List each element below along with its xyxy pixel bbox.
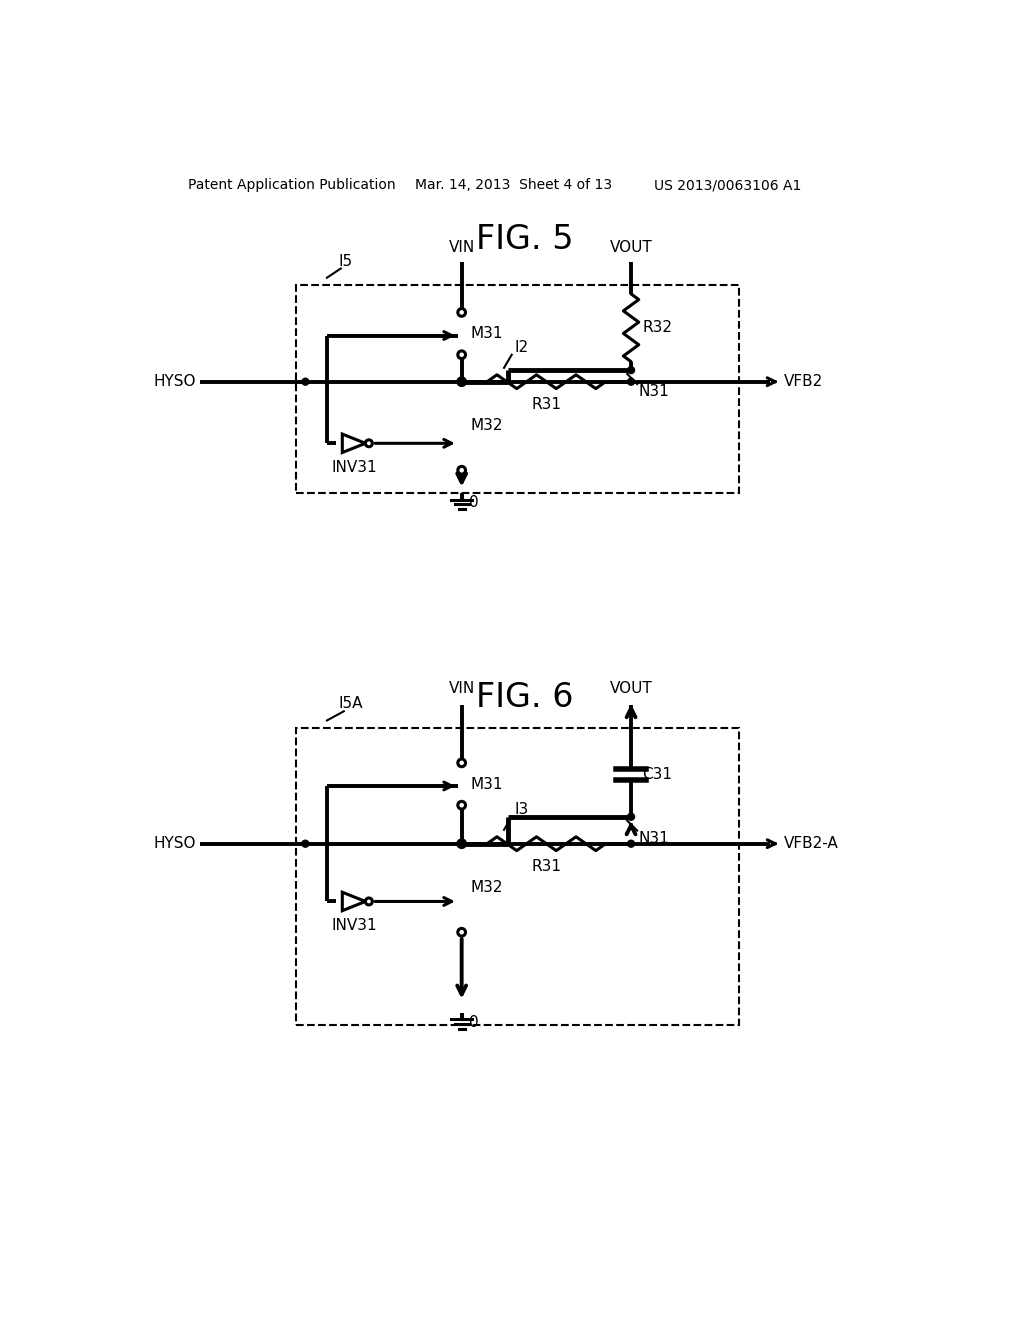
- Text: N31: N31: [639, 384, 670, 399]
- Circle shape: [458, 759, 466, 767]
- Circle shape: [628, 841, 635, 847]
- Text: I5: I5: [339, 253, 352, 268]
- Circle shape: [458, 801, 466, 809]
- Text: VOUT: VOUT: [609, 240, 652, 255]
- Circle shape: [458, 840, 466, 847]
- Text: FIG. 5: FIG. 5: [476, 223, 573, 256]
- Circle shape: [302, 379, 309, 385]
- Circle shape: [458, 379, 465, 385]
- Text: INV31: INV31: [331, 919, 377, 933]
- Text: R31: R31: [531, 859, 561, 874]
- Text: Patent Application Publication: Patent Application Publication: [188, 178, 396, 193]
- Text: VFB2-A: VFB2-A: [783, 836, 839, 851]
- Circle shape: [458, 378, 466, 385]
- Circle shape: [458, 841, 465, 847]
- Text: M31: M31: [471, 776, 504, 792]
- Text: 0: 0: [469, 495, 479, 510]
- Text: VIN: VIN: [449, 681, 475, 696]
- Text: Mar. 14, 2013  Sheet 4 of 13: Mar. 14, 2013 Sheet 4 of 13: [416, 178, 612, 193]
- Text: M32: M32: [471, 418, 504, 433]
- Circle shape: [628, 367, 635, 374]
- Circle shape: [458, 351, 466, 359]
- Circle shape: [458, 841, 465, 847]
- Circle shape: [366, 898, 373, 906]
- Text: R32: R32: [643, 321, 673, 335]
- Circle shape: [628, 379, 635, 385]
- Text: INV31: INV31: [331, 461, 377, 475]
- Text: I5A: I5A: [339, 696, 362, 711]
- Text: HYSO: HYSO: [154, 836, 196, 851]
- Circle shape: [366, 440, 373, 446]
- Text: R31: R31: [531, 397, 561, 412]
- Text: US 2013/0063106 A1: US 2013/0063106 A1: [654, 178, 802, 193]
- Text: N31: N31: [639, 830, 670, 846]
- Text: FIG. 6: FIG. 6: [476, 681, 573, 714]
- Circle shape: [628, 813, 635, 820]
- Text: I3: I3: [514, 801, 528, 817]
- Circle shape: [302, 841, 309, 847]
- Text: VIN: VIN: [449, 240, 475, 255]
- Text: M32: M32: [471, 880, 504, 895]
- Circle shape: [458, 379, 465, 385]
- Text: C31: C31: [643, 767, 673, 781]
- Circle shape: [458, 309, 466, 317]
- Circle shape: [458, 928, 466, 936]
- Text: VFB2: VFB2: [783, 374, 822, 389]
- Text: I2: I2: [514, 339, 528, 355]
- Text: HYSO: HYSO: [154, 374, 196, 389]
- Text: VOUT: VOUT: [609, 681, 652, 696]
- Text: 0: 0: [469, 1015, 479, 1031]
- Text: M31: M31: [471, 326, 504, 341]
- Circle shape: [458, 466, 466, 474]
